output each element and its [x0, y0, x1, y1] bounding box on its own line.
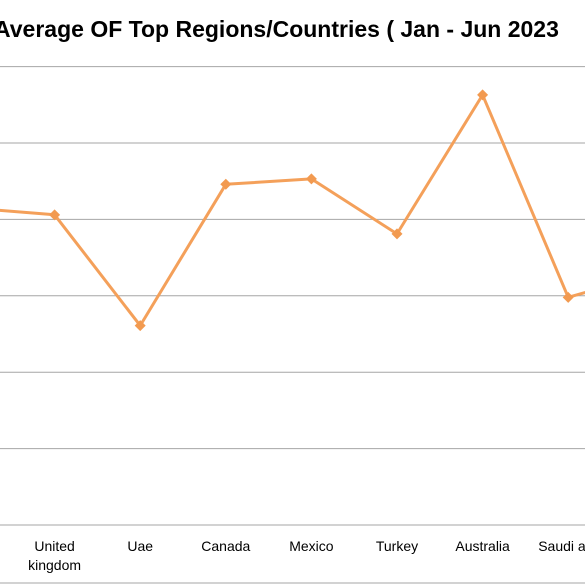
x-tick-label: United kingdom	[28, 538, 81, 573]
data-point-marker	[562, 291, 574, 303]
data-point-marker	[477, 89, 489, 101]
chart-title: Average OF Top Regions/Countries ( Jan -…	[0, 16, 559, 42]
series-line-layer	[0, 93, 585, 328]
x-tick-label: Turkey	[376, 538, 418, 554]
data-point-marker	[134, 320, 146, 332]
series-markers	[49, 89, 574, 332]
x-tick-label: Saudi ara	[538, 538, 585, 554]
data-point-marker	[49, 209, 61, 221]
x-axis-tick-labels: esUnitedkingdomUaeCanadaMexicoTurkeyAust…	[28, 538, 585, 573]
x-tick-label: Mexico	[289, 538, 334, 554]
series-line	[0, 93, 585, 328]
x-tick-label: Australia	[455, 538, 510, 554]
gridlines	[0, 66, 585, 526]
data-point-marker	[305, 173, 317, 185]
x-tick-label: Uae	[127, 538, 153, 554]
data-point-marker	[391, 228, 403, 240]
x-tick-label: Canada	[201, 538, 250, 554]
data-point-marker	[220, 178, 232, 190]
